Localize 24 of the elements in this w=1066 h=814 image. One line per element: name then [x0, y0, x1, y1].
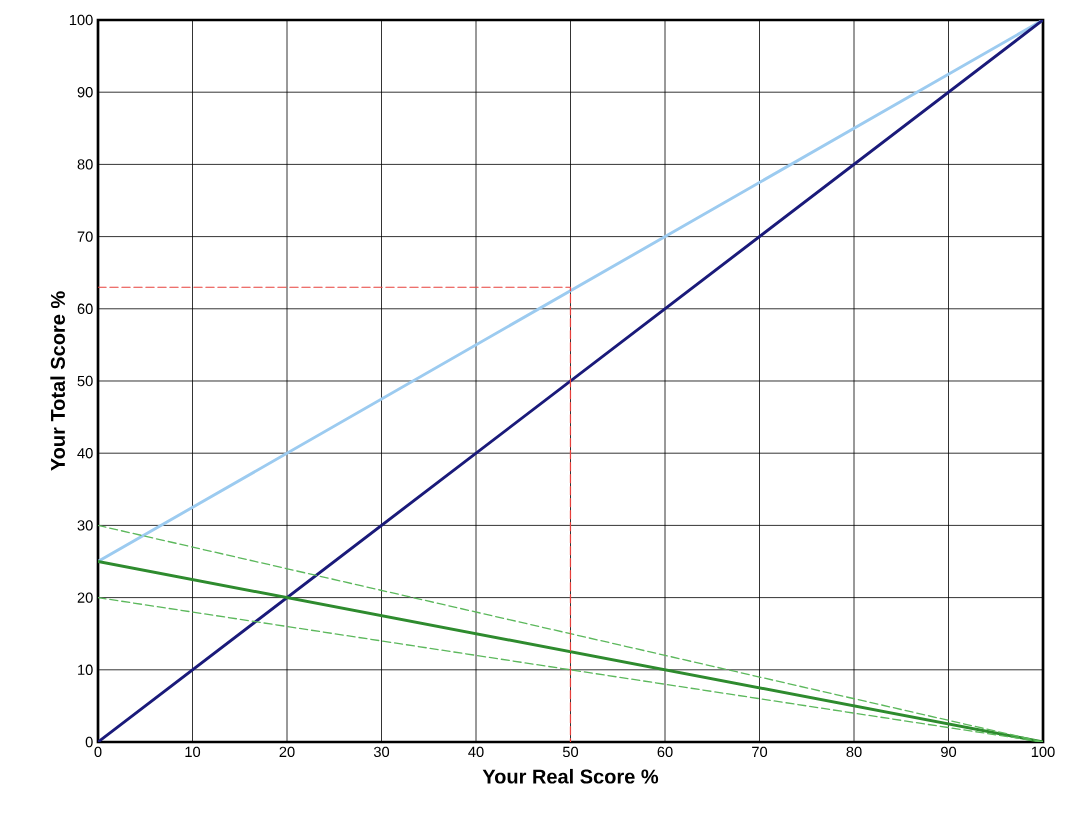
- x-tick-label: 60: [657, 746, 673, 758]
- y-tick-label: 30: [77, 520, 93, 531]
- x-tick-label: 100: [1031, 746, 1055, 758]
- y-tick-label: 80: [77, 159, 93, 170]
- x-tick-label: 80: [846, 746, 862, 758]
- x-tick-label: 10: [185, 746, 201, 758]
- y-tick-label: 0: [85, 736, 93, 748]
- x-tick-label: 20: [279, 746, 295, 758]
- y-tick-label: 90: [77, 87, 93, 98]
- y-tick-label: 20: [77, 592, 93, 603]
- x-tick-label: 70: [752, 746, 768, 758]
- x-tick-label: 40: [468, 746, 484, 758]
- y-tick-label: 100: [69, 14, 93, 26]
- x-axis-title: Your Real Score %: [482, 768, 659, 784]
- y-tick-label: 70: [77, 231, 93, 242]
- y-tick-label: 60: [77, 303, 93, 314]
- y-tick-label: 40: [77, 448, 93, 459]
- x-tick-label: 30: [373, 746, 390, 758]
- x-tick-label: 0: [94, 746, 102, 758]
- y-tick-label: 10: [78, 664, 93, 675]
- y-axis-title: Your Total Score %: [50, 291, 65, 471]
- x-tick-label: 90: [941, 746, 957, 758]
- x-tick-label: 50: [562, 746, 579, 758]
- y-tick-label: 50: [77, 375, 93, 387]
